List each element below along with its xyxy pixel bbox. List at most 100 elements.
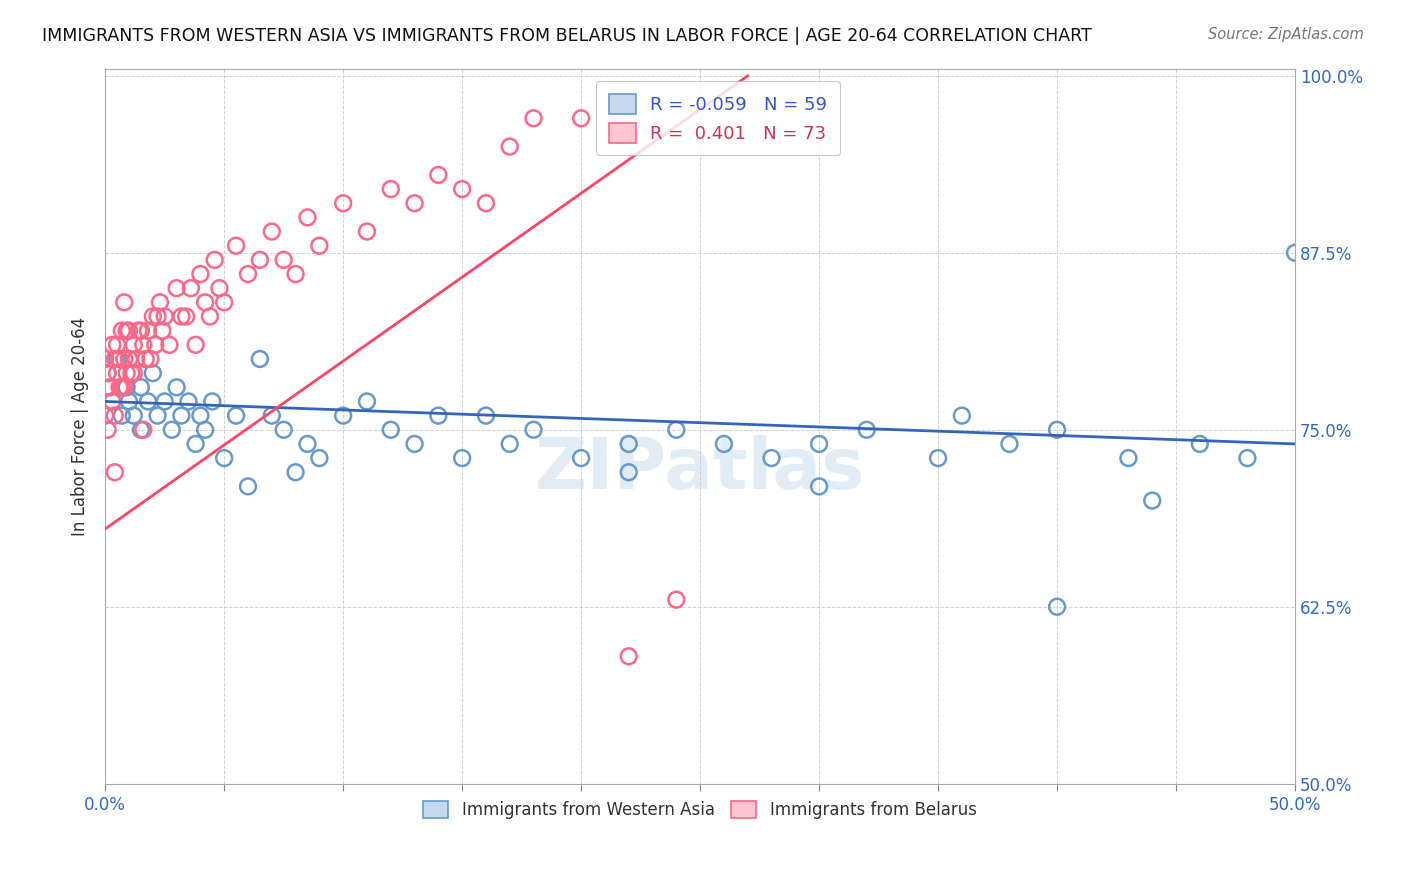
Point: [129, 380, 152, 394]
Point: [118, 324, 141, 338]
Point: [451, 182, 474, 196]
Point: [284, 267, 307, 281]
Point: [128, 324, 150, 338]
Point: [142, 366, 165, 380]
Point: [111, 409, 134, 423]
Point: [308, 238, 330, 252]
Point: [665, 592, 688, 607]
Point: [115, 366, 138, 380]
Point: [998, 437, 1021, 451]
Point: [101, 338, 124, 352]
Point: [166, 380, 188, 394]
Point: [139, 351, 162, 366]
Point: [617, 437, 640, 451]
Text: ZIPatlas: ZIPatlas: [536, 434, 865, 504]
Point: [180, 281, 202, 295]
Point: [153, 394, 176, 409]
Point: [160, 423, 183, 437]
Point: [194, 295, 217, 310]
Point: [101, 394, 124, 409]
Point: [136, 324, 159, 338]
Point: [135, 351, 157, 366]
Point: [111, 324, 134, 338]
Point: [115, 324, 138, 338]
Point: [132, 338, 155, 352]
Point: [808, 479, 831, 493]
Point: [194, 423, 217, 437]
Point: [112, 295, 135, 310]
Point: [136, 394, 159, 409]
Point: [236, 267, 259, 281]
Point: [122, 409, 145, 423]
Point: [617, 649, 640, 664]
Point: [1142, 493, 1164, 508]
Point: [475, 409, 498, 423]
Point: [129, 324, 152, 338]
Point: [1046, 599, 1069, 614]
Point: [1118, 451, 1140, 466]
Point: [475, 196, 498, 211]
Point: [170, 310, 193, 324]
Point: [118, 351, 141, 366]
Point: [201, 394, 224, 409]
Point: [273, 252, 295, 267]
Point: [855, 423, 877, 437]
Point: [142, 310, 165, 324]
Point: [104, 351, 127, 366]
Point: [97, 366, 120, 380]
Text: IMMIGRANTS FROM WESTERN ASIA VS IMMIGRANTS FROM BELARUS IN LABOR FORCE | AGE 20-: IMMIGRANTS FROM WESTERN ASIA VS IMMIGRAN…: [42, 27, 1092, 45]
Point: [236, 479, 259, 493]
Point: [332, 196, 354, 211]
Point: [115, 380, 138, 394]
Point: [111, 380, 134, 394]
Point: [143, 338, 166, 352]
Point: [380, 423, 402, 437]
Point: [97, 366, 120, 380]
Point: [332, 409, 354, 423]
Point: [98, 380, 121, 394]
Point: [665, 423, 688, 437]
Point: [297, 437, 319, 451]
Point: [1046, 423, 1069, 437]
Point: [284, 465, 307, 479]
Point: [451, 451, 474, 466]
Point: [94, 409, 117, 423]
Point: [153, 310, 176, 324]
Point: [105, 366, 128, 380]
Point: [617, 465, 640, 479]
Point: [184, 338, 207, 352]
Point: [249, 252, 271, 267]
Point: [427, 168, 450, 182]
Point: [112, 380, 135, 394]
Point: [1284, 245, 1306, 260]
Point: [112, 351, 135, 366]
Point: [761, 451, 783, 466]
Point: [94, 351, 117, 366]
Point: [184, 437, 207, 451]
Point: [177, 394, 200, 409]
Point: [260, 409, 283, 423]
Point: [105, 351, 128, 366]
Point: [146, 409, 169, 423]
Point: [104, 409, 127, 423]
Point: [149, 295, 172, 310]
Point: [108, 351, 131, 366]
Point: [499, 139, 522, 153]
Y-axis label: In Labor Force | Age 20-64: In Labor Force | Age 20-64: [72, 317, 89, 536]
Text: Source: ZipAtlas.com: Source: ZipAtlas.com: [1208, 27, 1364, 42]
Point: [404, 437, 426, 451]
Point: [1188, 437, 1211, 451]
Point: [104, 465, 127, 479]
Point: [522, 112, 544, 126]
Point: [1236, 451, 1258, 466]
Point: [356, 225, 378, 239]
Point: [146, 310, 169, 324]
Point: [713, 437, 735, 451]
Point: [129, 423, 152, 437]
Point: [122, 366, 145, 380]
Legend: Immigrants from Western Asia, Immigrants from Belarus: Immigrants from Western Asia, Immigrants…: [416, 794, 983, 825]
Point: [404, 196, 426, 211]
Point: [297, 211, 319, 225]
Point: [208, 281, 231, 295]
Point: [225, 238, 247, 252]
